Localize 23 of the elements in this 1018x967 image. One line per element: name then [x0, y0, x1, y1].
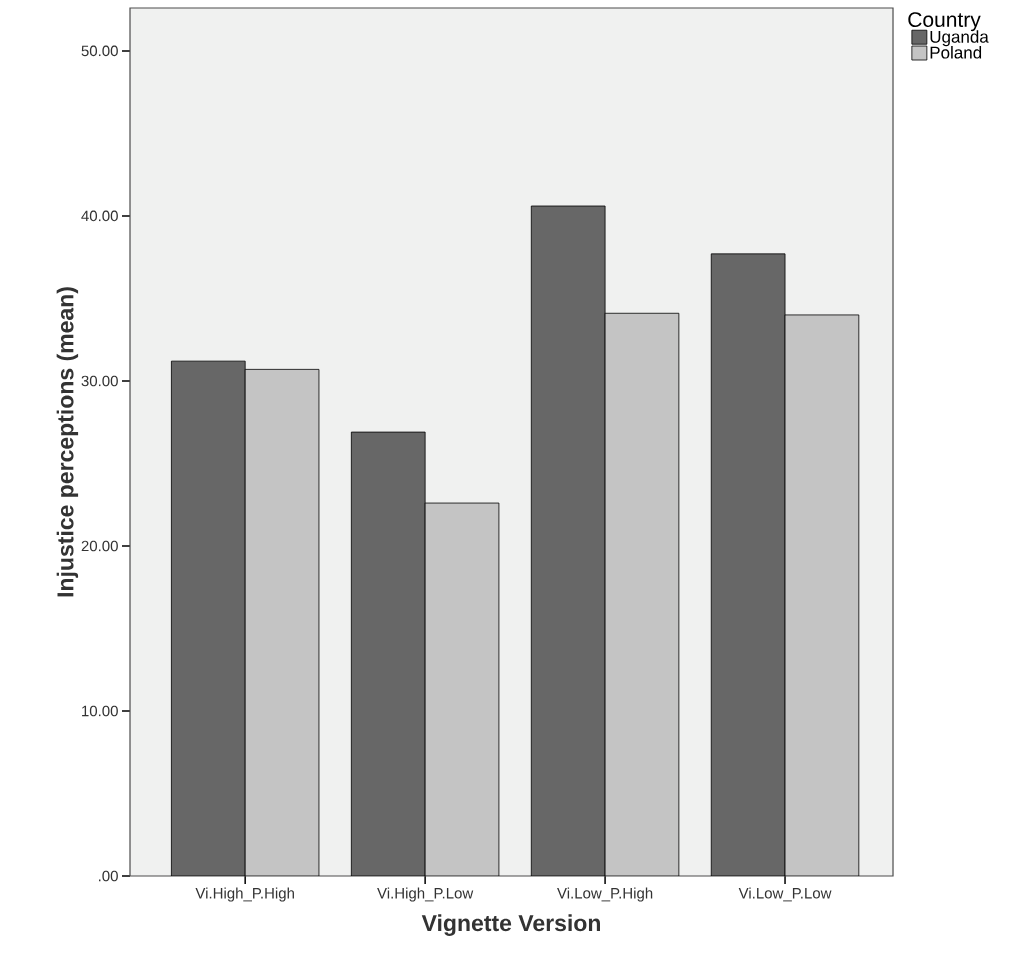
- y-tick-label: 10.00: [82, 705, 118, 717]
- x-axis-title: Vignette Version: [421, 914, 600, 936]
- x-tick-label: Vi.High_P.Low: [377, 887, 474, 902]
- x-tick-label: Vi.High_P.High: [195, 887, 294, 902]
- legend-label: Uganda: [930, 30, 989, 47]
- bar: [425, 503, 499, 876]
- x-tick-label: Vi.Low_P.High: [557, 887, 653, 902]
- bar: [531, 206, 606, 876]
- y-tick-label: 30.00: [81, 375, 118, 387]
- legend-title: Country: [908, 12, 981, 32]
- legend-label: Poland: [930, 46, 982, 59]
- x-tick-label: Vi.Low_P.Low: [738, 887, 832, 902]
- y-tick-label: 50.00: [81, 45, 118, 57]
- bar: [351, 432, 426, 876]
- bar: [784, 314, 860, 876]
- bar: [171, 361, 246, 876]
- bar: [245, 369, 319, 876]
- y-axis-title: Injustice perceptions (mean): [56, 287, 79, 597]
- y-tick-label: 40.00: [81, 210, 118, 222]
- y-tick-label: .00: [99, 870, 118, 882]
- bar: [710, 253, 786, 876]
- bar: [605, 313, 679, 876]
- y-tick-label: 20.00: [81, 540, 118, 552]
